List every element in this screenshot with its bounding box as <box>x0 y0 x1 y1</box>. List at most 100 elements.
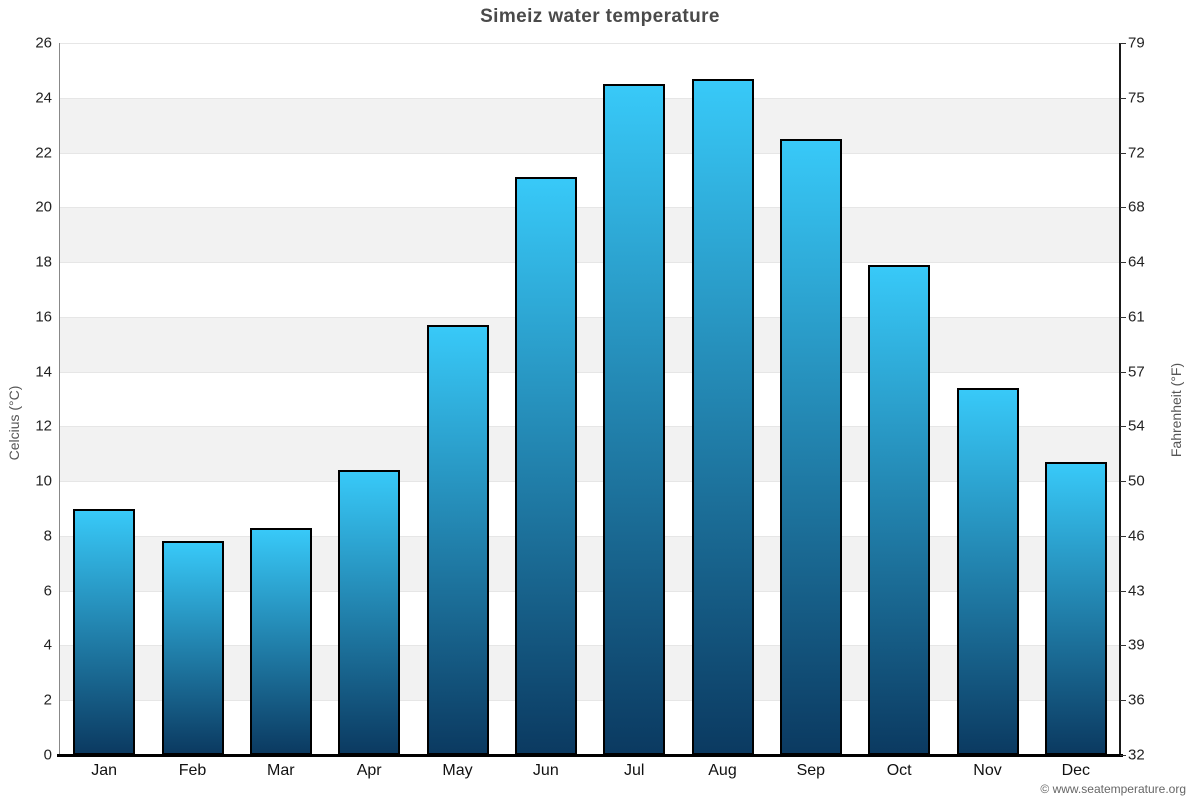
celsius-tick-label: 8 <box>43 527 52 545</box>
month-label-dec: Dec <box>1061 762 1091 779</box>
bar-sep <box>779 138 842 755</box>
month-label-mar: Mar <box>267 762 295 779</box>
plot-band <box>60 371 1120 427</box>
fahrenheit-tick-mark <box>1120 591 1126 592</box>
y-axis-line-left <box>59 43 60 755</box>
plot-band <box>60 426 1120 482</box>
bar-oct <box>868 264 931 755</box>
fahrenheit-tick-label: 46 <box>1128 527 1145 545</box>
bar-nov <box>956 388 1019 755</box>
bar-jun <box>514 177 577 755</box>
bar-may <box>426 325 489 755</box>
plot-band <box>60 535 1120 591</box>
fahrenheit-tick-label: 72 <box>1128 144 1145 162</box>
month-label-sep: Sep <box>796 762 826 779</box>
fahrenheit-tick-mark <box>1120 481 1126 482</box>
gridline <box>60 43 1120 44</box>
month-label-jan: Jan <box>91 762 118 779</box>
gridline <box>60 317 1120 318</box>
fahrenheit-tick-label: 54 <box>1128 417 1145 435</box>
y-axis-line-right <box>1119 43 1121 755</box>
fahrenheit-tick-label: 57 <box>1128 363 1145 381</box>
fahrenheit-tick-mark <box>1120 43 1126 44</box>
plot-band <box>60 97 1120 153</box>
month-label-oct: Oct <box>886 762 912 779</box>
celsius-tick-label: 2 <box>43 691 52 709</box>
fahrenheit-tick-label: 50 <box>1128 472 1145 490</box>
celsius-tick-label: 0 <box>43 746 52 764</box>
fahrenheit-tick-mark <box>1120 317 1126 318</box>
gridline <box>60 372 1120 373</box>
celsius-tick-label: 16 <box>35 308 52 326</box>
month-label-may: May <box>442 762 473 779</box>
fahrenheit-tick-mark <box>1120 207 1126 208</box>
month-label-jul: Jul <box>623 762 645 779</box>
plot-band <box>60 645 1120 701</box>
month-label-apr: Apr <box>356 762 382 779</box>
x-axis-line <box>57 754 1123 757</box>
celsius-tick-label: 14 <box>35 363 52 381</box>
y-axis-title-fahrenheit: Fahrenheit (°F) <box>1168 362 1184 458</box>
fahrenheit-tick-label: 32 <box>1128 746 1145 764</box>
plot-band <box>60 316 1120 372</box>
plot-band <box>60 481 1120 536</box>
fahrenheit-tick-label: 64 <box>1128 253 1145 271</box>
gridline <box>60 700 1120 701</box>
gridline <box>60 481 1120 482</box>
fahrenheit-tick-label: 36 <box>1128 691 1145 709</box>
chart-title: Simeiz water temperature <box>480 6 720 27</box>
celsius-tick-label: 6 <box>43 582 52 600</box>
gridline <box>60 426 1120 427</box>
celsius-tick-label: 22 <box>35 144 52 162</box>
plot-band <box>60 43 1120 98</box>
bar-jan <box>73 508 136 755</box>
bar-dec <box>1044 461 1107 755</box>
plot-band <box>60 207 1120 263</box>
plot-band <box>60 700 1120 755</box>
fahrenheit-tick-label: 39 <box>1128 636 1145 654</box>
fahrenheit-tick-label: 43 <box>1128 582 1145 600</box>
bar-apr <box>338 470 401 755</box>
gridline <box>60 536 1120 537</box>
gridline <box>60 262 1120 263</box>
bar-mar <box>249 527 312 755</box>
fahrenheit-tick-label: 79 <box>1128 34 1145 52</box>
bar-jul <box>603 84 666 755</box>
month-label-nov: Nov <box>973 762 1002 779</box>
gridline <box>60 645 1120 646</box>
y-axis-title-celsius: Celcius (°C) <box>6 385 22 461</box>
fahrenheit-tick-mark <box>1120 98 1126 99</box>
fahrenheit-tick-label: 68 <box>1128 198 1145 216</box>
fahrenheit-tick-label: 61 <box>1128 308 1145 326</box>
celsius-tick-label: 20 <box>35 198 52 216</box>
fahrenheit-tick-mark <box>1120 755 1126 756</box>
plot-band <box>60 152 1120 208</box>
plot-band <box>60 262 1120 317</box>
fahrenheit-tick-mark <box>1120 645 1126 646</box>
celsius-tick-label: 18 <box>35 253 52 271</box>
fahrenheit-tick-mark <box>1120 700 1126 701</box>
copyright-attribution: © www.seatemperature.org <box>1040 782 1186 796</box>
gridline <box>60 153 1120 154</box>
gridline <box>60 207 1120 208</box>
gridline <box>60 591 1120 592</box>
celsius-tick-label: 4 <box>43 636 52 654</box>
celsius-tick-label: 10 <box>35 472 52 490</box>
month-label-feb: Feb <box>178 762 207 779</box>
plot-band <box>60 590 1120 646</box>
fahrenheit-tick-mark <box>1120 262 1126 263</box>
month-label-jun: Jun <box>532 762 559 779</box>
celsius-tick-label: 26 <box>35 34 52 52</box>
fahrenheit-tick-mark <box>1120 372 1126 373</box>
bar-feb <box>161 541 224 755</box>
celsius-tick-label: 24 <box>35 89 52 107</box>
gridline <box>60 98 1120 99</box>
fahrenheit-tick-mark <box>1120 153 1126 154</box>
celsius-tick-label: 12 <box>35 417 52 435</box>
fahrenheit-tick-mark <box>1120 536 1126 537</box>
fahrenheit-tick-label: 75 <box>1128 89 1145 107</box>
bar-aug <box>691 78 754 755</box>
fahrenheit-tick-mark <box>1120 426 1126 427</box>
month-label-aug: Aug <box>708 762 737 779</box>
